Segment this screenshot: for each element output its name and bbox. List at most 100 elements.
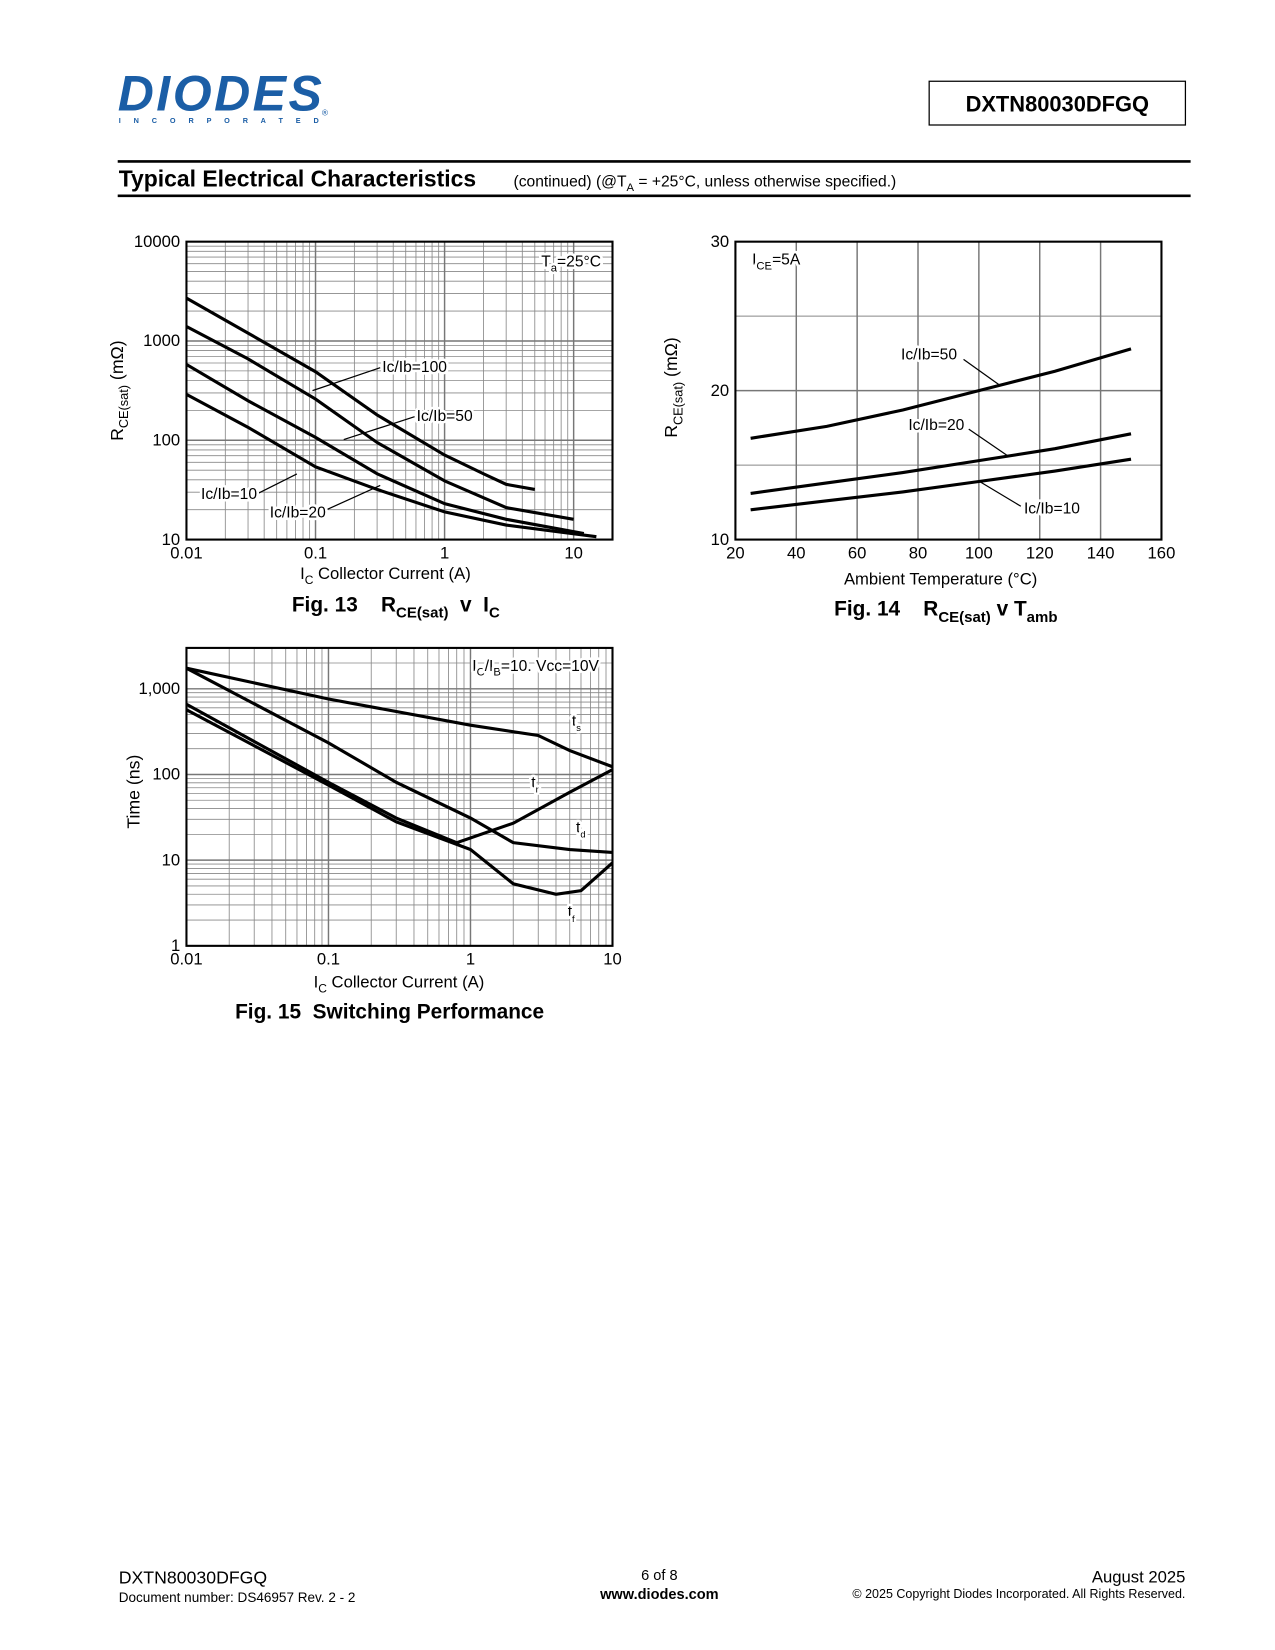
x-tick-label: 20 xyxy=(726,543,745,562)
y-axis-label: RCE(sat) (mΩ) xyxy=(661,337,685,438)
series-label: Ic/Ib=20 xyxy=(270,505,326,522)
y-tick-label: 30 xyxy=(711,232,730,251)
footer-page: 6 of 8 xyxy=(641,1568,677,1584)
chart: 20 40 60 80 100 120 140 160102030Ic/Ib=50Ic/Ib=… xyxy=(661,232,1175,626)
x-tick-label: 10 xyxy=(603,950,622,969)
series-line xyxy=(185,708,614,896)
text-part: =25°C xyxy=(557,254,601,271)
text-part: I xyxy=(752,252,756,269)
text-part: /I xyxy=(485,658,494,675)
y-tick-label: 10000 xyxy=(134,232,180,251)
series-name: Ic/Ib=20 xyxy=(908,417,964,434)
footer-part: DXTN80030DFGQ xyxy=(119,1567,267,1587)
text-part: (mΩ) xyxy=(107,340,127,385)
text-part: I xyxy=(472,658,476,675)
series-line xyxy=(185,666,613,855)
section-title: Typical Electrical Characteristics xyxy=(119,165,476,191)
series-name-sub: d xyxy=(580,829,585,839)
subscript: C xyxy=(477,667,485,679)
series-label: Ic/Ib=50 xyxy=(901,346,957,363)
section-note: (continued) (@TA = +25°C, unless otherwi… xyxy=(514,173,897,194)
x-axis-label: IC Collector Current (A) xyxy=(314,973,485,996)
series-name: t xyxy=(531,775,536,792)
chart: 0.01 0.1 1 10 10 100 1000 10000 Ic/Ib=100 Ic/Ib=5… xyxy=(107,232,614,622)
figure-caption: Fig. 13 RCE(sat) v IC xyxy=(292,593,500,621)
x-axis-label: IC Collector Current (A) xyxy=(300,564,471,587)
text-part: (mΩ) xyxy=(661,337,681,382)
x-tick-label: 0.1 xyxy=(317,950,340,969)
series-name: Ic/Ib=10 xyxy=(201,486,257,503)
subscript: CE(sat) xyxy=(116,385,131,428)
y-axis-label: Time (ns) xyxy=(124,755,144,829)
subscript: CE(sat) xyxy=(396,605,448,622)
text-part: v I xyxy=(448,593,489,616)
y-tick-label: 1,000 xyxy=(139,679,181,698)
x-tick-label: 160 xyxy=(1148,543,1176,562)
x-tick-label: 80 xyxy=(909,543,928,562)
series-line xyxy=(750,457,1132,512)
footer-doc: Document number: DS46957 Rev. 2 - 2 xyxy=(119,1590,356,1605)
series-label: Ic/Ib=10 xyxy=(201,486,257,503)
leader-line xyxy=(963,358,1001,386)
text-part: (continued) (@T xyxy=(514,173,627,190)
y-axis-label: RCE(sat) (mΩ) xyxy=(107,340,131,441)
x-tick-label: 0.01 xyxy=(170,543,202,562)
series-line xyxy=(750,432,1132,495)
leader-line xyxy=(254,473,298,496)
series-name: t xyxy=(572,713,577,730)
series-label: tr xyxy=(531,775,538,795)
x-tick-label: 1 xyxy=(440,543,449,562)
leader-line xyxy=(324,484,381,511)
text-part: Time (ns) xyxy=(124,755,144,829)
series-name-sub: r xyxy=(536,785,539,795)
x-tick-label: 40 xyxy=(787,543,806,562)
text-part: Ambient Temperature (°C) xyxy=(844,569,1037,588)
series-line xyxy=(186,666,614,769)
x-tick-label: 140 xyxy=(1087,543,1115,562)
series-label: Ic/Ib=100 xyxy=(382,359,447,376)
series-line xyxy=(185,296,536,491)
leader-line xyxy=(343,416,415,441)
series-line xyxy=(185,392,597,539)
annotation: Ta=25°C xyxy=(541,254,601,275)
series-name: Ic/Ib=50 xyxy=(901,346,957,363)
subscript: B xyxy=(493,667,501,679)
leader-line xyxy=(968,428,1009,457)
series-name: Ic/Ib=50 xyxy=(417,408,473,425)
subscript: A xyxy=(627,182,635,194)
leader-line xyxy=(978,480,1022,507)
figure-caption: Fig. 15 Switching Performance xyxy=(235,1001,544,1024)
x-tick-label: 120 xyxy=(1026,543,1054,562)
series-label: Ic/Ib=50 xyxy=(417,408,473,425)
series-name: Ic/Ib=20 xyxy=(270,505,326,522)
logo-sub: I N C O R P O R A T E D xyxy=(119,116,319,125)
annotation: IC/IB=10. Vcc=10V xyxy=(472,658,599,679)
plot-frame xyxy=(185,240,614,541)
text-part: Collector Current (A) xyxy=(313,564,470,583)
text-part: Collector Current (A) xyxy=(327,973,484,992)
text-part: Fig. 13 R xyxy=(292,593,396,616)
x-tick-label: 10 xyxy=(564,543,583,562)
text-part: = +25°C, unless otherwise specified.) xyxy=(634,173,896,190)
subscript: CE(sat) xyxy=(938,609,990,626)
part-number: DXTN80030DFGQ xyxy=(966,91,1149,116)
y-tick-label: 1 xyxy=(171,936,180,955)
footer-date: August 2025 xyxy=(1092,1567,1186,1586)
series-label: Ic/Ib=20 xyxy=(908,417,964,434)
series-label: Ic/Ib=10 xyxy=(1024,501,1080,518)
logo: DIODES xyxy=(118,65,322,121)
subscript: C xyxy=(305,573,314,587)
text-part: =5A xyxy=(772,252,801,269)
subscript: C xyxy=(318,982,327,996)
series-name-sub: s xyxy=(576,723,581,733)
text-part: =10. Vcc=10V xyxy=(501,658,600,675)
text-part: Fig. 15 Switching Performance xyxy=(235,1001,544,1024)
x-axis-label: Ambient Temperature (°C) xyxy=(844,569,1037,588)
text-part: T xyxy=(541,254,551,271)
series-label: tf xyxy=(568,904,575,924)
plot-frame xyxy=(734,240,1163,541)
subscript: C xyxy=(489,605,500,622)
